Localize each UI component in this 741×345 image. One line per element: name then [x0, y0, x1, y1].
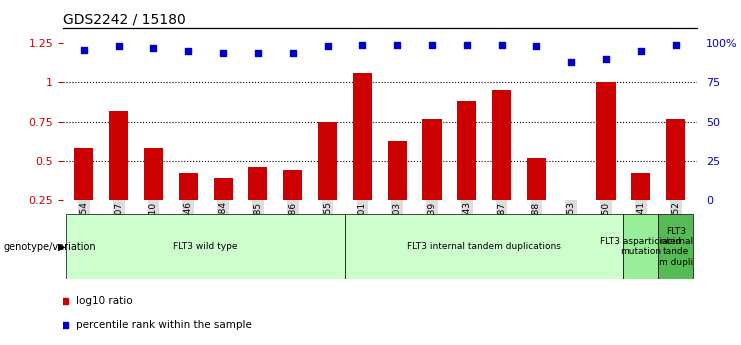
- Point: [147, 45, 159, 51]
- Bar: [67, 214, 345, 279]
- Text: FLT3 wild type: FLT3 wild type: [173, 242, 238, 251]
- Bar: [388, 140, 407, 239]
- Bar: [597, 82, 616, 239]
- Bar: [353, 73, 372, 239]
- Bar: [109, 111, 128, 239]
- Bar: [666, 119, 685, 239]
- Point: [565, 59, 577, 65]
- Point: [635, 48, 647, 54]
- Point: [391, 42, 403, 48]
- Bar: [422, 119, 442, 239]
- Bar: [527, 158, 546, 239]
- Text: log10 ratio: log10 ratio: [76, 296, 133, 306]
- Point: [113, 44, 124, 49]
- Point: [217, 50, 229, 56]
- Bar: [179, 174, 198, 239]
- Text: FLT3 internal tandem duplications: FLT3 internal tandem duplications: [408, 242, 561, 251]
- Bar: [213, 178, 233, 239]
- Point: [356, 42, 368, 48]
- Point: [78, 47, 90, 52]
- Text: GDS2242 / 15180: GDS2242 / 15180: [63, 12, 186, 27]
- Bar: [623, 214, 658, 279]
- Point: [322, 44, 333, 49]
- Point: [531, 44, 542, 49]
- Point: [182, 48, 194, 54]
- Point: [670, 42, 682, 48]
- Bar: [144, 148, 163, 239]
- Bar: [74, 148, 93, 239]
- Text: FLT3 aspartic acid
mutation: FLT3 aspartic acid mutation: [600, 237, 681, 256]
- Bar: [283, 170, 302, 239]
- Point: [252, 50, 264, 56]
- Text: percentile rank within the sample: percentile rank within the sample: [76, 320, 252, 330]
- Point: [600, 56, 612, 62]
- Text: genotype/variation: genotype/variation: [4, 242, 96, 252]
- Bar: [345, 214, 623, 279]
- Point: [496, 42, 508, 48]
- Point: [426, 42, 438, 48]
- Bar: [457, 101, 476, 239]
- Bar: [562, 208, 581, 239]
- Point: [461, 42, 473, 48]
- Bar: [658, 214, 693, 279]
- Bar: [492, 90, 511, 239]
- Text: ▶: ▶: [58, 242, 65, 252]
- Bar: [318, 122, 337, 239]
- Bar: [248, 167, 268, 239]
- Bar: [631, 174, 651, 239]
- Point: [287, 50, 299, 56]
- Text: FLT3
internal
tande
m dupli: FLT3 internal tande m dupli: [658, 227, 694, 267]
